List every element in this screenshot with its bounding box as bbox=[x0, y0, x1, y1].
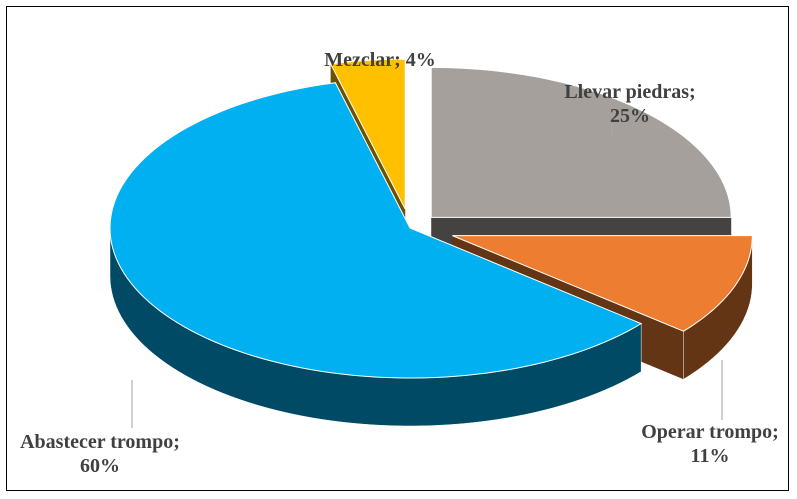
label-name: Abastecer trompo bbox=[20, 431, 174, 453]
data-label: Abastecer trompo; 60% bbox=[20, 430, 180, 478]
chart-border bbox=[6, 6, 789, 491]
data-label: Llevar piedras; 25% bbox=[560, 80, 700, 128]
slice bbox=[329, 58, 406, 210]
label-value: ; 60% bbox=[80, 431, 180, 477]
slice bbox=[430, 66, 732, 218]
label-value: ; 4% bbox=[394, 49, 436, 71]
data-label: Mezclar; 4% bbox=[300, 48, 460, 72]
slice bbox=[452, 235, 753, 332]
slice bbox=[109, 82, 643, 379]
data-label: Operar trompo; 11% bbox=[640, 420, 780, 468]
label-name: Llevar piedras bbox=[564, 81, 689, 103]
label-value: ; 25% bbox=[610, 81, 696, 127]
label-name: Operar trompo bbox=[641, 421, 773, 443]
label-name: Mezclar bbox=[324, 49, 395, 71]
label-value: ; 11% bbox=[690, 421, 779, 467]
